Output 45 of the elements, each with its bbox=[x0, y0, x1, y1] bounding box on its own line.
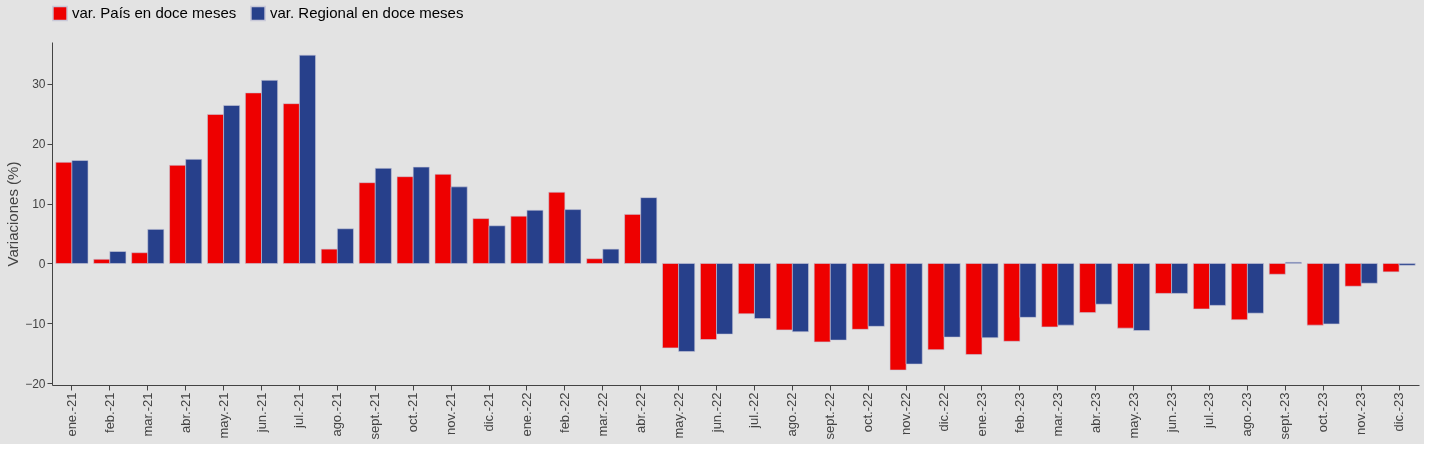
y-tick-label: 30 bbox=[32, 77, 46, 92]
x-tick-label: dic.-22 bbox=[936, 392, 952, 432]
x-tick-label: ene.-23 bbox=[973, 392, 989, 437]
y-tick-label: −10 bbox=[25, 316, 46, 331]
x-tick-label: jul.-23 bbox=[1201, 392, 1217, 429]
x-tick-label: oct.-22 bbox=[860, 392, 876, 433]
x-tick-label: jun.-23 bbox=[1163, 392, 1179, 434]
y-axis-title: Variaciones (%) bbox=[4, 161, 22, 267]
x-tick-label: nov.-23 bbox=[1353, 392, 1369, 435]
x-tick-label: abr.-22 bbox=[632, 392, 648, 433]
x-tick-label: sept.-23 bbox=[1277, 392, 1293, 440]
legend-label: var. Regional en doce meses bbox=[270, 4, 464, 22]
x-tick-label: jul.-21 bbox=[291, 392, 307, 429]
x-tick-label: mar.-22 bbox=[594, 392, 610, 437]
x-tick-label: nov.-22 bbox=[898, 392, 914, 435]
x-tick-label: may.-21 bbox=[215, 392, 231, 439]
x-tick-label: ago.-21 bbox=[329, 392, 345, 437]
x-tick-label: abr.-23 bbox=[1087, 392, 1103, 433]
x-tick-label: sept.-22 bbox=[822, 392, 838, 440]
x-tick-label: jun.-21 bbox=[253, 392, 269, 434]
y-tick-label: 0 bbox=[38, 256, 46, 271]
x-tick-label: ene.-22 bbox=[518, 392, 534, 437]
x-tick-label: oct.-21 bbox=[405, 392, 421, 433]
x-tick-label: ago.-23 bbox=[1239, 392, 1255, 437]
y-tick-label: −20 bbox=[25, 376, 46, 391]
x-tick-label: jun.-22 bbox=[708, 392, 724, 434]
x-tick-label: jul.-22 bbox=[746, 392, 762, 429]
x-tick-label: mar.-23 bbox=[1049, 392, 1065, 437]
x-tick-label: nov.-21 bbox=[443, 392, 459, 435]
y-tick-label: 20 bbox=[32, 137, 46, 152]
x-tick-label: dic.-23 bbox=[1391, 392, 1407, 432]
x-tick-label: sept.-21 bbox=[367, 392, 383, 440]
x-tick-label: feb.-21 bbox=[101, 392, 117, 433]
x-tick-label: may.-22 bbox=[670, 392, 686, 439]
x-tick-label: dic.-21 bbox=[481, 392, 497, 432]
x-tick-label: feb.-23 bbox=[1011, 392, 1027, 433]
x-tick-label: ago.-22 bbox=[784, 392, 800, 437]
x-tick-label: abr.-21 bbox=[177, 392, 193, 433]
legend-label: var. País en doce meses bbox=[72, 4, 237, 22]
y-tick-label: 10 bbox=[32, 197, 46, 212]
x-tick-label: ene.-21 bbox=[63, 392, 79, 437]
x-tick-label: mar.-21 bbox=[139, 392, 155, 437]
x-tick-label: oct.-23 bbox=[1315, 392, 1331, 433]
x-tick-label: may.-23 bbox=[1125, 392, 1141, 439]
x-tick-label: feb.-22 bbox=[556, 392, 572, 433]
